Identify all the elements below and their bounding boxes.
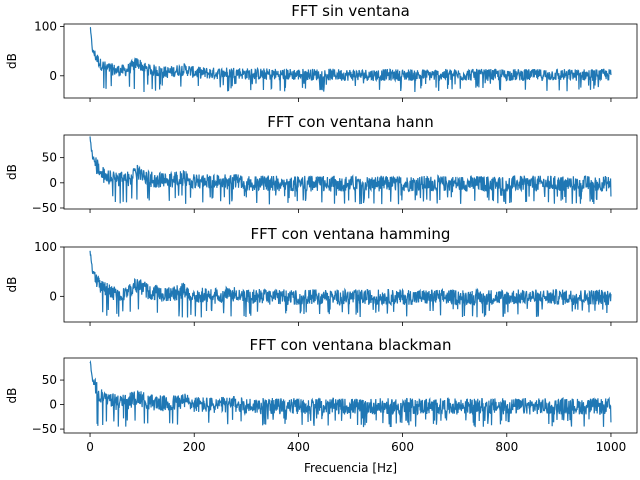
- subplot-2: −50 0 50 FFT con ventana hann dB: [5, 113, 638, 215]
- fft-signal-line: [89, 136, 612, 205]
- y-tick-label: 50: [42, 151, 57, 165]
- x-tick-label: 200: [183, 440, 206, 454]
- y-tick-label: 0: [49, 69, 57, 83]
- subplot-title: FFT sin ventana: [291, 2, 410, 20]
- y-axis-label: dB: [5, 164, 19, 180]
- subplot-title: FFT con ventana blackman: [250, 336, 452, 354]
- y-tick-label: 100: [34, 240, 57, 254]
- x-tick-label: 1000: [596, 440, 627, 454]
- y-axis-label: dB: [5, 277, 19, 293]
- axes-frame: [63, 357, 638, 434]
- fft-signal-line: [89, 359, 612, 428]
- x-tick-label: 800: [495, 440, 518, 454]
- fft-signal-line: [89, 26, 612, 93]
- y-tick-label: 0: [49, 398, 57, 412]
- subplot-1: 0 100 FFT sin ventana dB: [5, 2, 638, 102]
- x-axis-label: Frecuencia [Hz]: [304, 461, 397, 475]
- y-tick-label: −50: [32, 201, 57, 215]
- y-tick-label: 100: [34, 19, 57, 33]
- y-tick-label: −50: [32, 422, 57, 436]
- subplot-3: 0 100 FFT con ventana hamming dB: [5, 225, 638, 326]
- fft-signal-line: [89, 250, 612, 318]
- axes-frame: [63, 246, 638, 323]
- x-tick-label: 400: [287, 440, 310, 454]
- y-tick-label: 50: [42, 373, 57, 387]
- x-tick-label: 600: [391, 440, 414, 454]
- subplot-4: 0 200 400 600 800 1000 −50 0 50 FFT con ventana b…: [5, 336, 638, 475]
- y-axis-label: dB: [5, 388, 19, 404]
- subplot-title: FFT con ventana hamming: [251, 225, 451, 243]
- axes-frame: [63, 134, 638, 210]
- y-axis-label: dB: [5, 53, 19, 69]
- x-tick-label: 0: [86, 440, 94, 454]
- y-tick-label: 0: [49, 289, 57, 303]
- axes-frame: [63, 23, 638, 99]
- y-tick-label: 0: [49, 176, 57, 190]
- subplot-title: FFT con ventana hann: [267, 113, 434, 131]
